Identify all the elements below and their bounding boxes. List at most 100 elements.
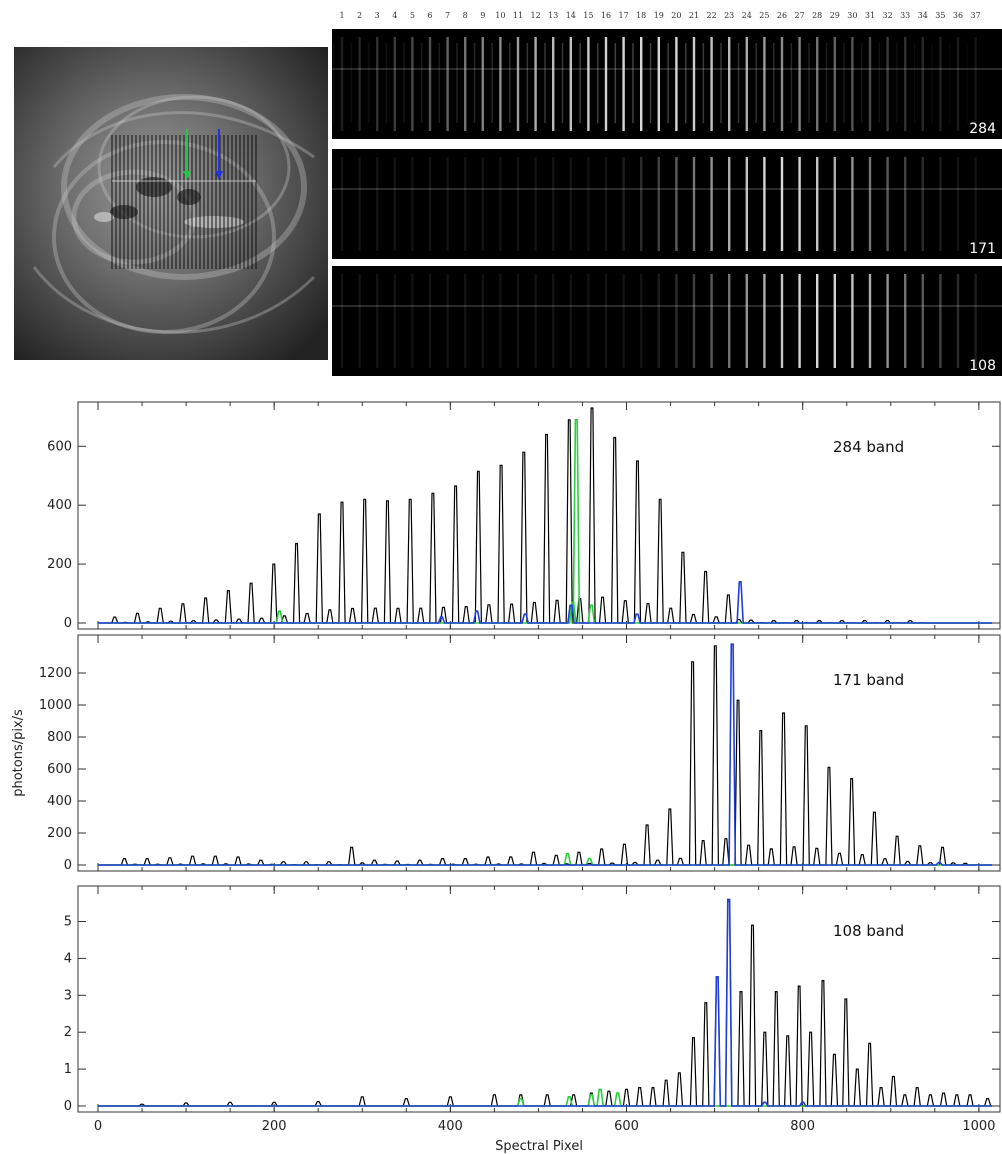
slit-number: 11 xyxy=(513,11,523,20)
strip-line xyxy=(657,157,660,251)
strip-line xyxy=(411,157,414,251)
slit-number: 7 xyxy=(445,11,450,20)
y-tick-label: 2 xyxy=(64,1025,72,1040)
slit-number: 15 xyxy=(583,11,593,20)
slit-number: 28 xyxy=(812,11,822,20)
x-tick-label: 1000 xyxy=(962,1119,995,1134)
green-arrow-icon xyxy=(183,129,191,180)
strip-line xyxy=(569,157,572,251)
x-tick-label: 200 xyxy=(262,1119,287,1134)
strip-line xyxy=(587,274,590,368)
strip-line xyxy=(587,37,590,131)
slit-number: 17 xyxy=(619,11,629,20)
slit-number: 6 xyxy=(427,11,432,20)
spectrum-series xyxy=(98,581,993,624)
strip-line xyxy=(798,157,801,251)
slit-number: 29 xyxy=(830,11,840,20)
strip-line xyxy=(464,37,467,131)
y-tick-label: 200 xyxy=(47,826,72,841)
strip-line xyxy=(428,274,432,368)
strip-line xyxy=(956,37,960,131)
strip-line xyxy=(868,157,872,251)
strip-line xyxy=(904,37,907,131)
strip-line xyxy=(604,37,608,131)
slit-number: 5 xyxy=(410,11,415,20)
slit-number: 10 xyxy=(495,11,505,20)
y-tick-label: 4 xyxy=(64,951,72,966)
strip-line xyxy=(411,274,414,368)
strip-line xyxy=(728,37,731,131)
strip-line xyxy=(481,37,484,131)
y-tick-label: 400 xyxy=(47,498,72,513)
strip-line xyxy=(921,274,924,368)
x-tick-label: 0 xyxy=(94,1119,102,1134)
strip-line xyxy=(340,274,344,368)
strip-line xyxy=(692,157,696,251)
strip-line xyxy=(851,157,854,251)
strip-line xyxy=(358,37,361,131)
strip-line xyxy=(904,274,907,368)
strip-line xyxy=(780,37,784,131)
blue-arrow-icon xyxy=(215,129,223,180)
strip-line xyxy=(921,37,924,131)
plot-108-band: 0 1 2 3 4 5 0 200 400 600 800 1000 108 band Spectral … xyxy=(64,885,1001,1154)
slit-number: 9 xyxy=(480,11,485,20)
strip-line xyxy=(745,37,748,131)
strip-line xyxy=(851,37,854,131)
slit-number: 21 xyxy=(689,11,699,20)
x-tick-label: 600 xyxy=(614,1119,639,1134)
strip-line xyxy=(675,37,678,131)
x-tick-label: 400 xyxy=(438,1119,463,1134)
spectrum-series xyxy=(98,898,993,1107)
strip-line xyxy=(640,37,643,131)
slit-number: 3 xyxy=(375,11,380,20)
slit-number: 4 xyxy=(392,11,397,20)
strip-line xyxy=(974,157,977,251)
slit-number: 12 xyxy=(531,11,541,20)
strip-line xyxy=(675,274,678,368)
slit-number: 30 xyxy=(847,11,857,20)
strip-line xyxy=(340,37,344,131)
plot-frame xyxy=(77,885,1001,1113)
strip-line xyxy=(886,37,889,131)
y-tick-label: 1 xyxy=(64,1062,72,1077)
strip-line xyxy=(710,274,713,368)
strip-line xyxy=(780,274,784,368)
slit-number: 34 xyxy=(918,11,928,20)
strip-line xyxy=(411,37,414,131)
strip-line xyxy=(376,274,379,368)
strip-line xyxy=(816,37,819,131)
strip-line xyxy=(376,37,379,131)
slit-number: 31 xyxy=(865,11,875,20)
slit-number: 24 xyxy=(742,11,752,20)
strip-line xyxy=(833,37,836,131)
slit-number: 14 xyxy=(566,11,576,20)
slit-number: 8 xyxy=(463,11,468,20)
strip-label: 108 xyxy=(969,358,996,374)
strip-line xyxy=(728,274,731,368)
slit-number: 2 xyxy=(357,11,362,20)
y-tick-label: 1000 xyxy=(39,698,72,713)
strip-line xyxy=(569,274,572,368)
strip-line xyxy=(464,157,467,251)
strip-line xyxy=(974,37,977,131)
strip-line xyxy=(886,274,889,368)
strip-108: 108 xyxy=(332,266,1002,376)
band-title: 171 band xyxy=(833,671,904,689)
strip-line xyxy=(393,37,396,131)
plot-frame xyxy=(77,634,1001,872)
slit-number: 33 xyxy=(900,11,910,20)
strip-label: 171 xyxy=(969,241,996,257)
spectrum-series xyxy=(98,1088,993,1107)
strip-line xyxy=(516,274,520,368)
strip-line xyxy=(798,37,801,131)
spectrum-series xyxy=(98,643,993,866)
band-title: 284 band xyxy=(833,438,904,456)
strip-line xyxy=(604,157,608,251)
strip-line xyxy=(340,157,344,251)
strip-line xyxy=(710,37,713,131)
plot-frame xyxy=(77,401,1001,630)
strip-line xyxy=(868,274,872,368)
detector-strips: 1 2 3 4 5 6 7 8 9 10 11 12 13 14 15 16 17 18 19 20 21 22 23 24 2… xyxy=(332,11,1002,376)
strip-line xyxy=(358,274,361,368)
